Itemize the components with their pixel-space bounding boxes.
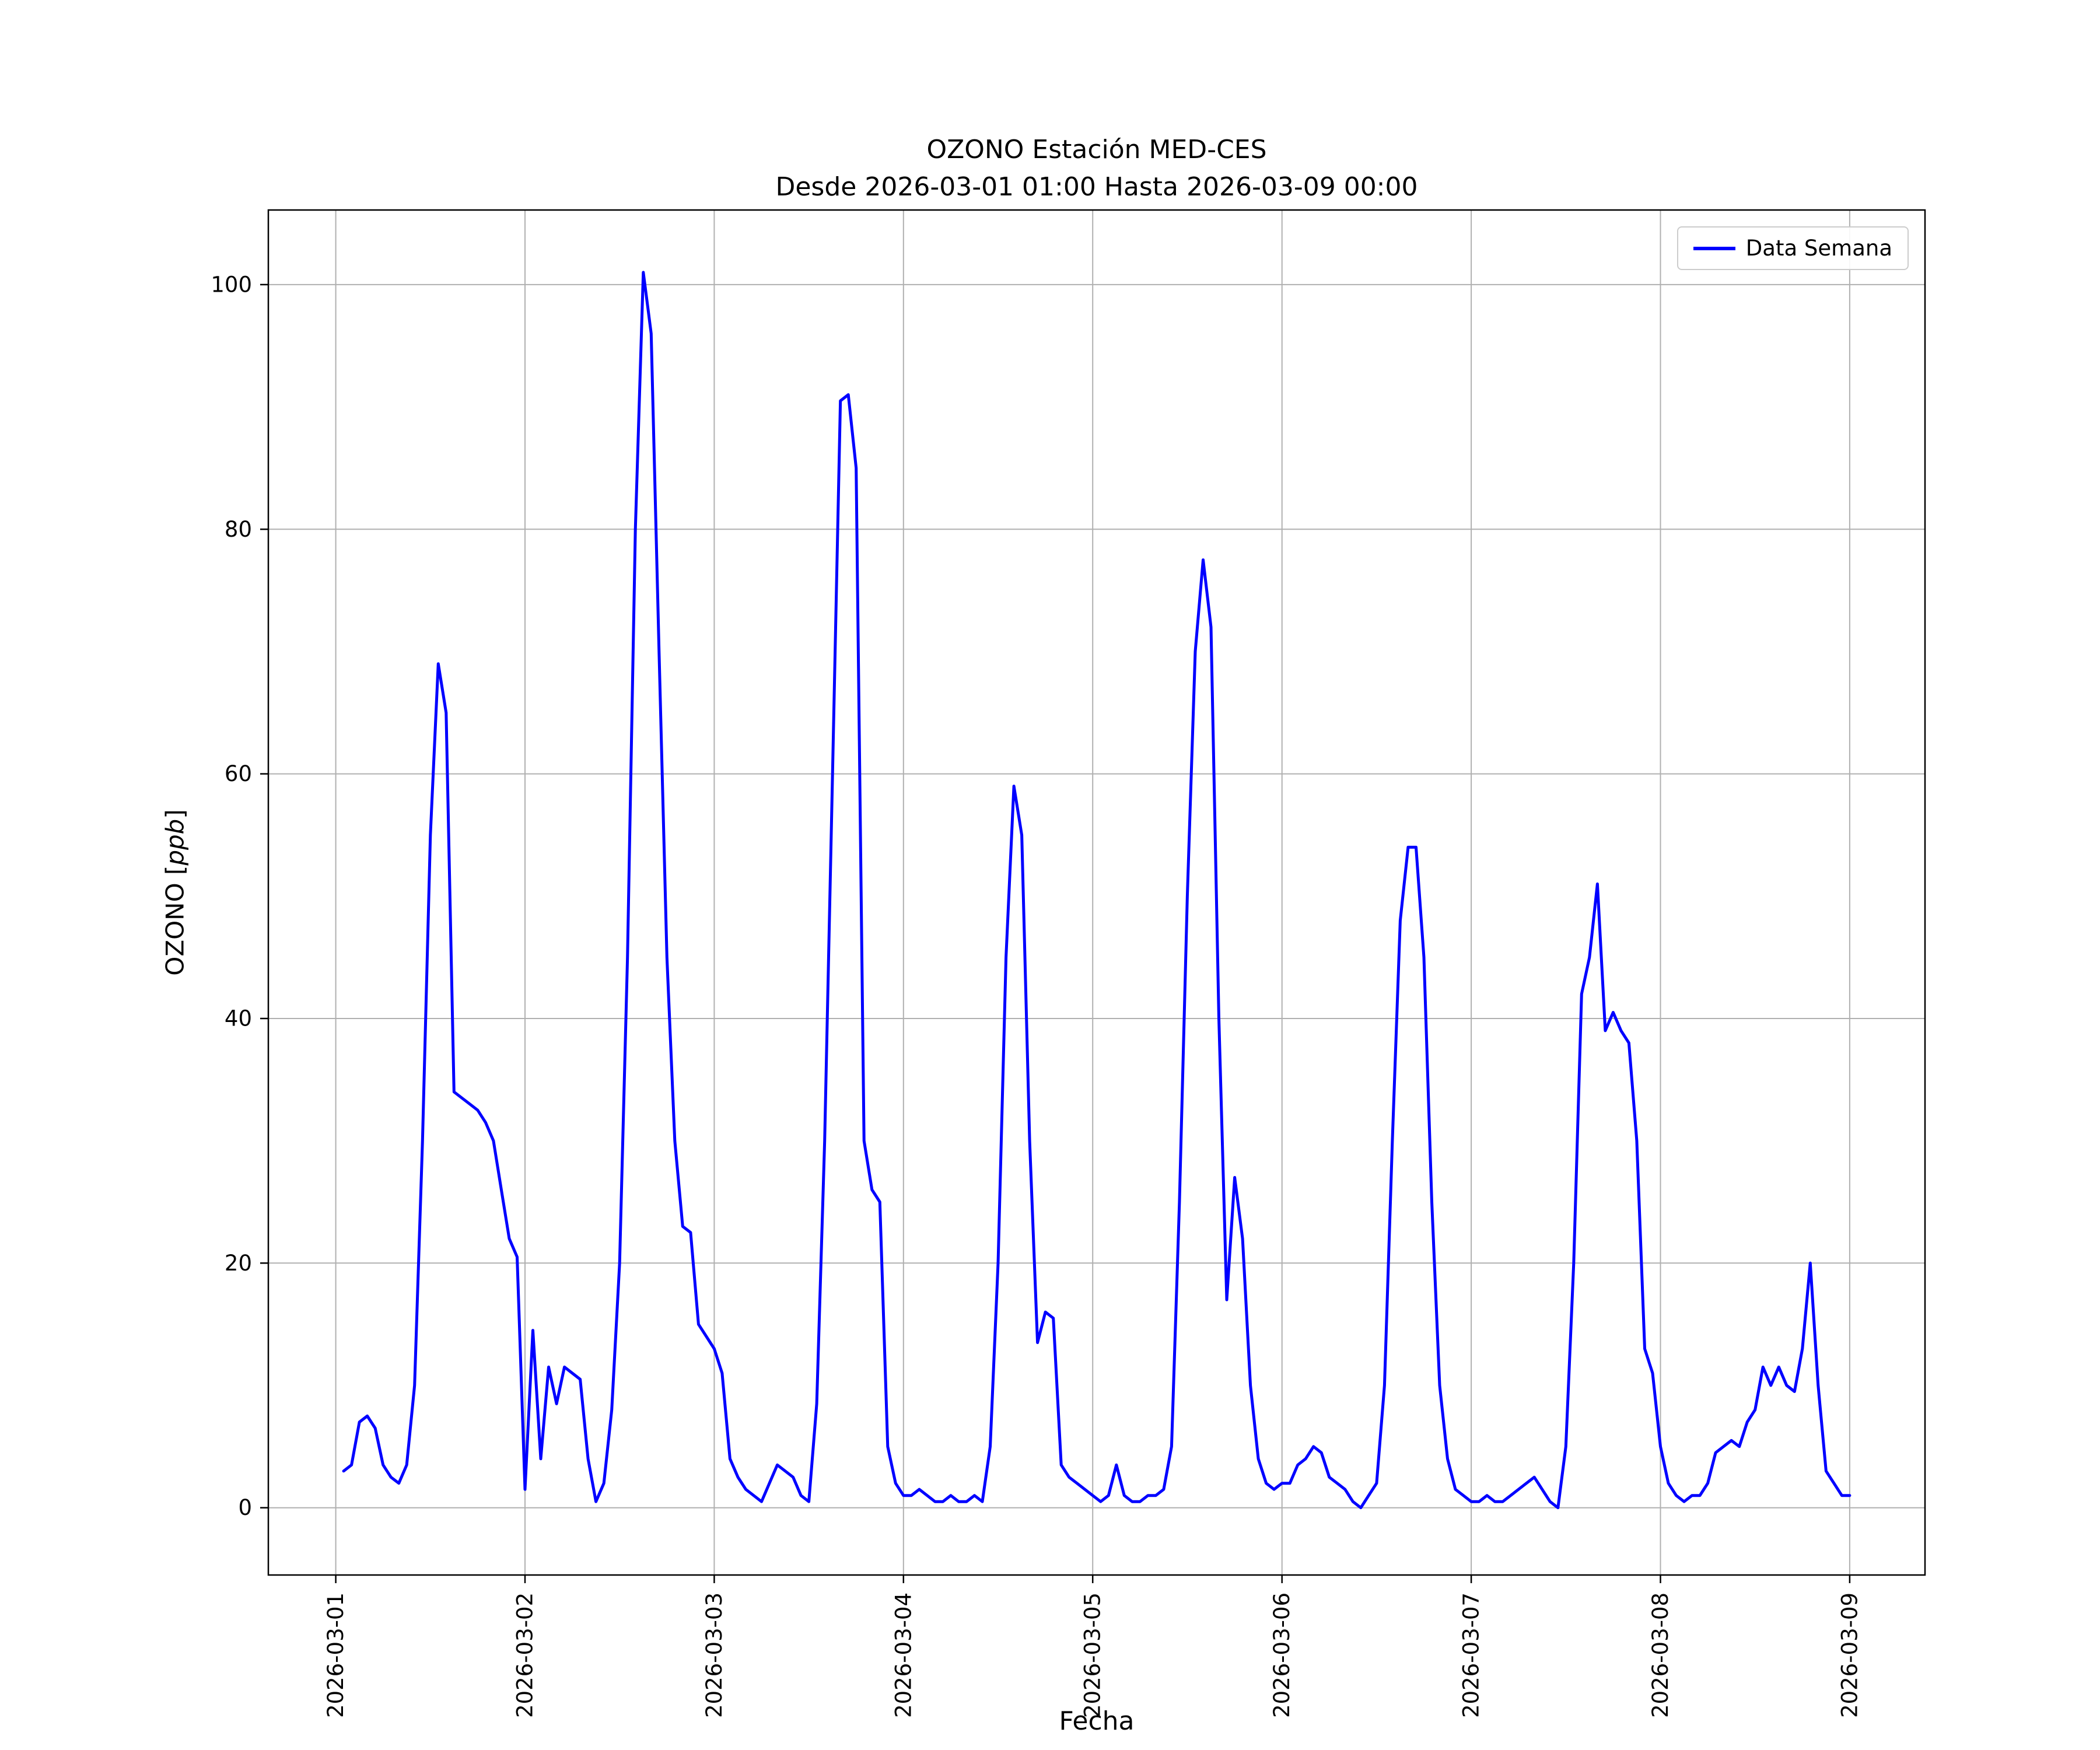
data-line: [342, 271, 1852, 1510]
y-axis-label-prefix: OZONO [: [160, 865, 190, 976]
x-tick-label: 2026-03-05: [1080, 1592, 1105, 1718]
y-tick-label: 100: [211, 272, 252, 297]
chart-title-line2: Desde 2026-03-01 01:00 Hasta 2026-03-09 …: [775, 172, 1418, 202]
y-tick-label: 60: [225, 761, 252, 786]
chart-title-line1: OZONO Estación MED-CES: [926, 135, 1267, 164]
x-axis-label: Fecha: [1059, 1706, 1135, 1736]
y-tick-label: 40: [225, 1006, 252, 1031]
chart-title: OZONO Estación MED-CES Desde 2026-03-01 …: [268, 131, 1925, 206]
y-tick-label: 20: [225, 1251, 252, 1276]
y-tick-label: 0: [238, 1495, 252, 1520]
x-tick-label: 2026-03-06: [1269, 1592, 1294, 1718]
y-axis-label-unit: ppb: [160, 818, 190, 866]
x-tick-label: 2026-03-04: [891, 1592, 916, 1718]
y-axis-label-suffix: ]: [160, 809, 190, 819]
x-tick-label: 2026-03-01: [323, 1592, 348, 1718]
legend-line-sample: [1693, 246, 1735, 250]
legend-entry-label: Data Semana: [1745, 236, 1892, 261]
x-tick-label: 2026-03-07: [1459, 1592, 1484, 1718]
plot-frame: [267, 209, 1926, 1576]
x-tick-label: 2026-03-03: [702, 1592, 727, 1718]
x-tick-label: 2026-03-09: [1837, 1592, 1862, 1718]
y-axis-label: OZONO [ppb]: [161, 809, 190, 975]
x-tick-label: 2026-03-02: [513, 1592, 538, 1718]
x-tick-label: 2026-03-08: [1648, 1592, 1673, 1718]
legend: Data Semana: [1676, 226, 1909, 270]
y-tick-label: 80: [225, 517, 252, 542]
